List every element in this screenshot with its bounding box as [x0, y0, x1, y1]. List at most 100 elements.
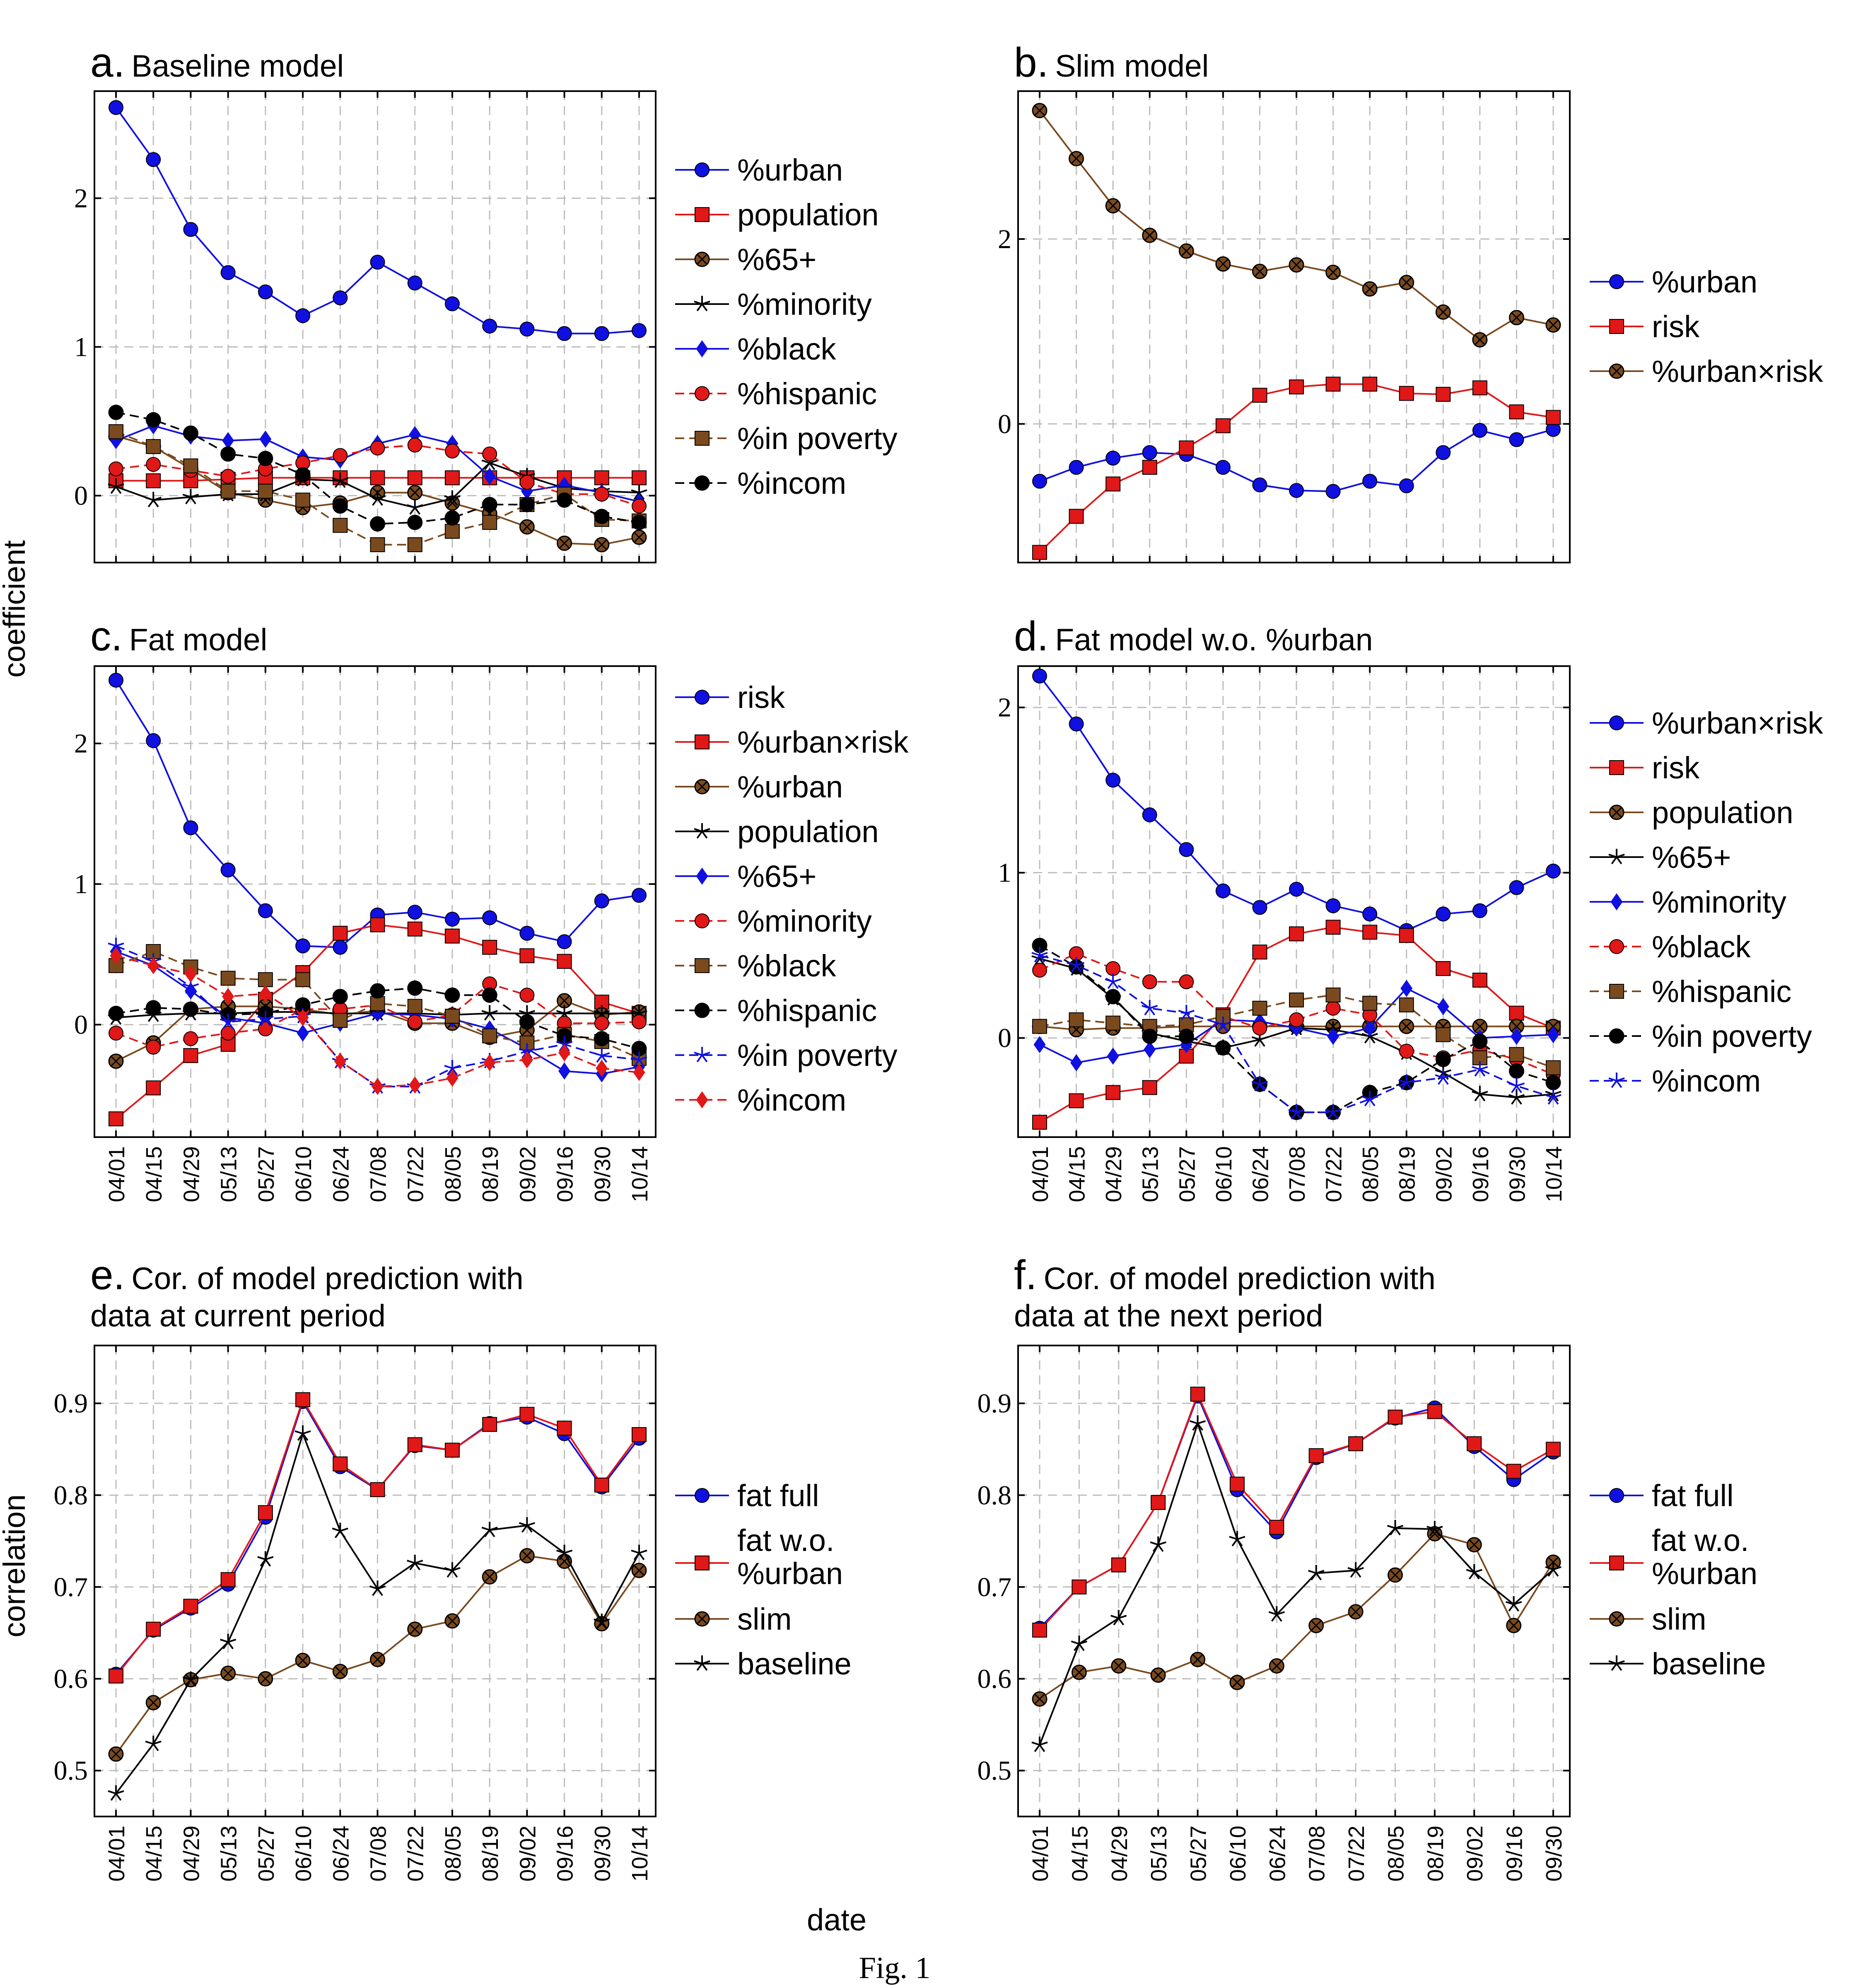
- legend-item: slim: [675, 1602, 792, 1636]
- panel-letter: e.: [90, 1252, 125, 1298]
- data-point: [108, 1053, 124, 1069]
- data-point: [632, 498, 647, 514]
- data-point: [1190, 1652, 1206, 1667]
- data-point: [519, 1014, 535, 1030]
- data-point: [1436, 961, 1451, 976]
- x-tick-label: 05/27: [254, 1826, 279, 1882]
- data-point: [1436, 1027, 1451, 1042]
- legend-marker: [695, 207, 710, 222]
- data-point: [1325, 1104, 1342, 1120]
- legend-item: %minority: [1590, 885, 1786, 919]
- data-point: [594, 1477, 609, 1493]
- data-point: [1142, 1029, 1158, 1044]
- data-point: [184, 982, 197, 1000]
- data-point: [110, 947, 122, 964]
- data-point: [482, 319, 497, 334]
- data-point: [109, 100, 123, 115]
- data-point: [1269, 1519, 1284, 1535]
- panel-d: 0 1 2 04/01 04/15 04/29 05/13 05/27 06/10 06/24 07…: [998, 613, 1823, 1202]
- series-pct-hispanic: [1032, 987, 1561, 1075]
- data-point: [444, 490, 461, 506]
- x-tick-label: 07/22: [1344, 1826, 1369, 1882]
- data-point: [1252, 900, 1267, 915]
- data-point: [519, 988, 535, 1003]
- data-point: [594, 1614, 610, 1629]
- data-point: [632, 1014, 647, 1029]
- legend-marker: [695, 690, 710, 705]
- data-point: [297, 1009, 309, 1027]
- data-point: [1362, 377, 1378, 392]
- panel-a: 0 1 2 a. Baseline model %urban population %65+%…: [74, 39, 898, 563]
- series-pct-incom: [110, 947, 645, 1095]
- data-point: [220, 862, 236, 878]
- series-pct-incom: [1031, 947, 1562, 1120]
- data-point: [633, 1064, 645, 1081]
- series-line: [1039, 1421, 1554, 1745]
- data-point: [1071, 1664, 1087, 1680]
- data-point: [1506, 1464, 1521, 1479]
- data-point: [1252, 477, 1267, 493]
- panel-title: a. Baseline model: [90, 39, 344, 86]
- data-point: [1032, 963, 1047, 978]
- data-point: [370, 917, 385, 932]
- data-point: [444, 1613, 460, 1629]
- data-point: [1179, 440, 1194, 456]
- y-tick-label: 0: [998, 409, 1011, 439]
- data-point: [1505, 1596, 1522, 1612]
- data-point: [1032, 668, 1047, 684]
- x-tick-label: 05/27: [1175, 1146, 1200, 1202]
- data-point: [108, 937, 124, 953]
- legend-item: population: [1590, 795, 1793, 830]
- data-point: [519, 1548, 535, 1564]
- data-point: [370, 1482, 385, 1497]
- data-point: [370, 537, 385, 552]
- y-tick-label: 0.6: [978, 1664, 1012, 1694]
- legend-marker: [696, 1091, 708, 1109]
- y-tick-label: 0: [74, 1010, 88, 1040]
- legend-item: population: [675, 198, 879, 232]
- data-point: [1032, 103, 1048, 118]
- data-point: [257, 1010, 274, 1027]
- legend-label: fat full: [1652, 1478, 1733, 1513]
- data-point: [295, 308, 311, 324]
- data-point: [444, 524, 460, 539]
- data-point: [109, 1111, 123, 1126]
- data-point: [1032, 545, 1047, 560]
- data-point: [370, 983, 385, 999]
- data-point: [594, 1047, 610, 1063]
- data-point: [220, 1013, 237, 1029]
- data-point: [1252, 263, 1267, 279]
- data-point: [334, 1052, 346, 1070]
- x-tick-label: 08/19: [478, 1146, 503, 1202]
- data-point: [1327, 1027, 1340, 1045]
- panel-title-line: Fat model w.o. %urban: [1055, 622, 1373, 657]
- x-tick-label: 07/22: [403, 1146, 428, 1202]
- data-point: [1399, 275, 1414, 290]
- legend-item: fat w.o.%urban: [1590, 1523, 1757, 1591]
- data-point: [1031, 947, 1048, 963]
- legend-label: risk: [1652, 751, 1700, 785]
- legend-marker: [1609, 363, 1624, 379]
- data-point: [1361, 1091, 1378, 1106]
- data-point: [108, 1785, 124, 1801]
- legend-marker: [696, 867, 708, 885]
- legend-label: %in poverty: [737, 421, 898, 456]
- data-point: [369, 1580, 386, 1596]
- legend-item: %in poverty: [675, 421, 898, 456]
- panel-letter: f.: [1014, 1252, 1037, 1298]
- data-point: [182, 1671, 199, 1687]
- data-point: [1472, 1034, 1488, 1049]
- legend-label: fat w.o.: [737, 1523, 834, 1558]
- data-point: [481, 1522, 498, 1537]
- x-tick-label: 06/10: [291, 1146, 316, 1202]
- x-tick-label: 06/10: [1212, 1146, 1236, 1202]
- data-point: [1069, 716, 1084, 732]
- y-axis-label-correlation: correlation: [0, 1494, 31, 1638]
- x-tick-label: 07/08: [1285, 1146, 1310, 1202]
- data-point: [1435, 1051, 1451, 1067]
- data-point: [183, 1048, 198, 1063]
- data-point: [444, 296, 460, 312]
- data-point: [1033, 1036, 1046, 1053]
- data-point: [558, 1044, 571, 1062]
- data-point: [407, 499, 423, 515]
